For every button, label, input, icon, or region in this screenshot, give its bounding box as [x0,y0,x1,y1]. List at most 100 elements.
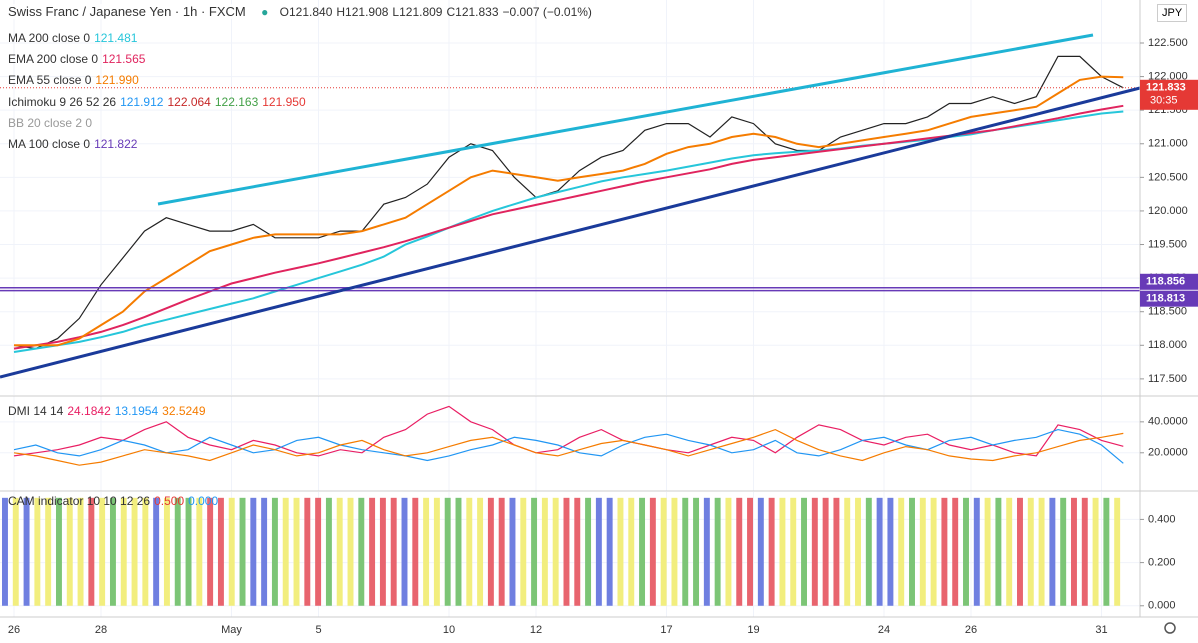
y-tick-label: 0.200 [1148,557,1176,569]
bar [1060,497,1067,606]
bar [498,497,505,606]
bar [34,497,41,606]
y-tick-label: 120.500 [1148,171,1188,183]
legend-value: 122.064 [167,94,211,109]
bar [325,497,332,606]
bar [412,497,419,606]
bar [336,497,343,606]
series-line [13,428,1124,466]
ohlc: L121.809 [392,5,443,19]
y-tick-label: 122.500 [1148,37,1188,49]
price-label: 118.856 [1146,276,1185,288]
plots [0,55,1140,606]
bar [952,497,959,606]
bar [995,497,1002,606]
x-tick-label: 12 [530,624,542,636]
bar [509,497,516,606]
bar [811,497,818,606]
bar [369,497,376,606]
currency-button[interactable]: JPY [1157,4,1188,22]
bar [131,497,138,606]
bar [390,497,397,606]
bar [628,497,635,606]
y-tick-label: 118.000 [1148,339,1187,351]
legend-name: Ichimoku 9 26 52 26 [8,94,117,109]
bar [1027,497,1034,606]
bar [304,497,311,606]
bar [315,497,322,606]
legend-name: EMA 55 close 0 [8,73,92,88]
bar [768,497,775,606]
bar [552,497,559,606]
x-tick-label: 31 [1095,624,1107,636]
legend-name: MA 100 close 0 [8,137,91,152]
last-price-label: 121.833 [1146,82,1186,94]
status-dot: ● [261,5,269,19]
legend-value: 122.163 [214,94,259,109]
bar [898,497,905,606]
legend-value: 121.822 [94,137,138,152]
change: −0.007 (−0.01%) [502,5,592,19]
x-tick-label: 10 [443,624,455,636]
y-tick-label: 40.0000 [1148,416,1188,428]
bar [1038,497,1045,606]
bar [855,497,861,606]
header: Swiss Franc / Japanese Yen · 1h · FXCM ●… [8,4,596,19]
y-tick-label: 0.400 [1148,513,1176,525]
y-tick-label: 119.500 [1148,238,1187,250]
bar [444,497,451,606]
bar [585,497,592,606]
bar [887,497,894,606]
bar [790,497,797,606]
bar [876,497,883,606]
x-tick-label: 5 [315,624,321,636]
bar [747,497,754,606]
bar [358,497,365,606]
bar [865,497,872,606]
y-tick-label: 122.000 [1148,70,1188,82]
bar [347,497,354,606]
bar [109,497,116,606]
bar [217,497,224,606]
bar [228,497,235,606]
bar [261,497,268,606]
bar [45,497,52,606]
bar [1049,497,1056,606]
bar [153,497,160,606]
bar [455,497,462,606]
bar [2,497,8,606]
bar [174,497,181,606]
x-tick-label: 26 [965,624,977,636]
legend-name: CAM indicator 10 10 12 26 [8,494,151,508]
legend-name: DMI 14 14 [8,404,64,418]
bar [239,497,246,606]
bar [185,497,192,606]
bar [693,497,700,606]
legend-value: 13.1954 [114,404,159,418]
legend-value: 32.5249 [162,404,206,418]
ohlc: O121.840 [279,5,333,19]
bar [77,497,84,606]
bar [984,497,991,606]
bar [1071,497,1077,606]
bar [401,497,408,606]
bar [66,497,73,606]
bar [617,497,624,606]
bar [23,497,30,606]
bar [703,497,710,606]
x-tick-label: 26 [8,624,20,636]
bar [973,497,980,606]
series-line [14,75,1124,347]
legend-name: EMA 200 close 0 [8,52,99,67]
legend-value: 121.990 [95,73,139,88]
settings-icon[interactable] [1164,622,1176,634]
bar [801,497,807,606]
y-tick-label: 120.000 [1148,205,1188,217]
bar [487,497,494,606]
legend-value: 121.950 [262,94,306,109]
bar [822,497,829,606]
bar [520,497,527,606]
bar [909,497,915,606]
bar [649,497,656,606]
